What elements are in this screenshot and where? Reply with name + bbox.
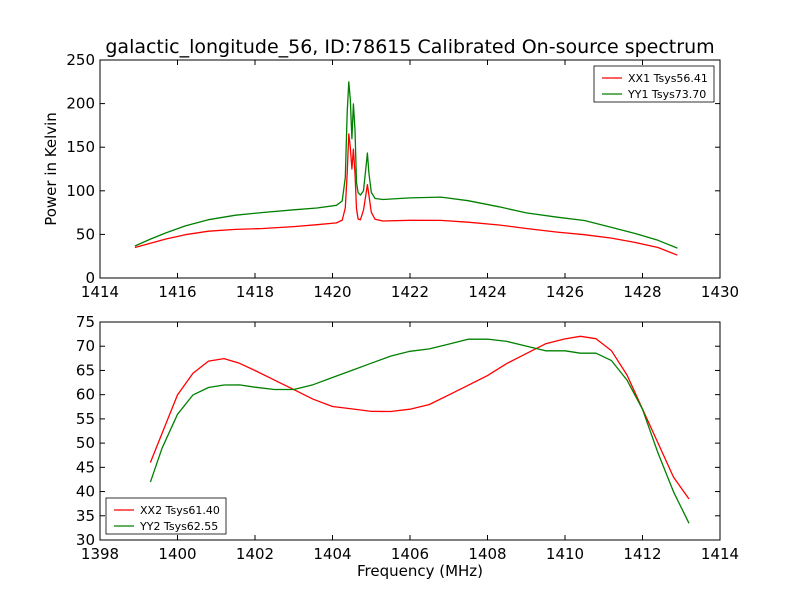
legend-label: YY1 Tsys73.70 [627,88,706,101]
figure-title: galactic_longitude_56, ID:78615 Calibrat… [105,36,714,58]
y-tick-label: 65 [76,361,95,379]
x-tick-label: 1412 [623,545,661,563]
x-tick-label: 1428 [623,283,661,301]
y-tick-label: 60 [76,386,95,404]
y-tick-label: 50 [76,225,95,243]
y-axis-label: Power in Kelvin [42,112,60,226]
y-tick-label: 200 [66,95,95,113]
x-tick-label: 1424 [468,283,506,301]
y-tick-label: 40 [76,483,95,501]
y-tick-label: 35 [76,507,95,525]
x-tick-label: 1410 [546,545,584,563]
y-tick-label: 70 [76,337,95,355]
x-tick-label: 1402 [236,545,274,563]
legend-2: XX2 Tsys61.40 YY2 Tsys62.55 [105,497,227,535]
x-tick-label: 1416 [158,283,196,301]
x-tick-label: 1418 [236,283,274,301]
y-tick-label: 100 [66,182,95,200]
legend-label: YY2 Tsys62.55 [139,520,218,533]
series-line-1-2 [134,81,678,249]
x-tick-label: 1400 [158,545,196,563]
x-tick-label: 1430 [701,283,739,301]
x-tick-label: 1422 [391,283,429,301]
x-tick-label: 1406 [391,545,429,563]
x-tick-label: 1414 [81,283,119,301]
y-tick-label: 0 [85,269,95,287]
y-tick-label: 55 [76,410,95,428]
series-line-2-1 [149,335,690,500]
y-tick-label: 250 [66,51,95,69]
x-tick-label: 1398 [81,545,119,563]
y-tick-label: 150 [66,138,95,156]
legend-1: XX1 Tsys56.41 YY1 Tsys73.70 [593,65,715,103]
series-line-1-1 [134,133,678,256]
legend-box [593,65,715,103]
x-tick-label: 1404 [313,545,351,563]
y-tick-label: 45 [76,458,95,476]
series-line-2-2 [149,338,690,524]
y-tick-label: 75 [76,313,95,331]
plot-2: 1398 1400 1402 1404 1406 1408 1410 1412 1414 30 35… [76,313,739,580]
legend-label: XX1 Tsys56.41 [628,72,708,85]
plots-group: 1414 1416 1418 1420 1422 1424 1426 1428 14300501… [42,51,739,580]
x-tick-label: 1426 [546,283,584,301]
x-tick-label: 1414 [701,545,739,563]
x-tick-label: 1420 [313,283,351,301]
y-tick-label: 30 [76,531,95,549]
legend-label: XX2 Tsys61.40 [140,504,220,517]
y-tick-label: 50 [76,434,95,452]
legend-box [105,497,227,535]
x-axis-label: Frequency (MHz) [357,562,483,580]
plot-1: 1414 1416 1418 1420 1422 1424 1426 1428 1430 0 50 1… [42,51,739,301]
x-tick-label: 1408 [468,545,506,563]
